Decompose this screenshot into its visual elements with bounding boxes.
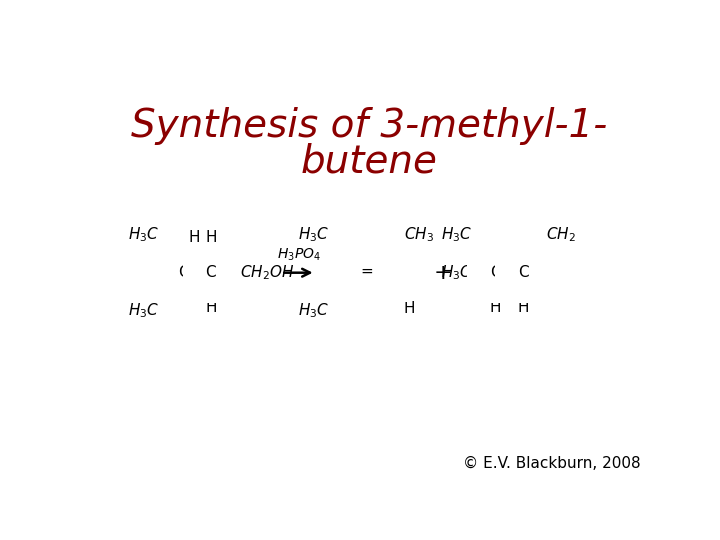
Text: butene: butene: [300, 142, 438, 180]
Text: $CH_2OH$: $CH_2OH$: [240, 264, 294, 282]
Text: $H_3C$: $H_3C$: [298, 226, 330, 244]
Text: $H_3C$: $H_3C$: [298, 301, 330, 320]
Text: C: C: [178, 265, 189, 280]
Text: H: H: [490, 300, 501, 315]
Text: $H_3C$: $H_3C$: [441, 264, 472, 282]
Text: $H_3C$: $H_3C$: [441, 226, 472, 244]
Text: C: C: [206, 265, 216, 280]
Text: $H_3C$: $H_3C$: [128, 226, 160, 244]
Text: C: C: [178, 265, 189, 280]
Text: $CH_2$: $CH_2$: [546, 226, 576, 244]
Text: $CH_3$: $CH_3$: [404, 226, 434, 244]
Text: H: H: [189, 230, 200, 245]
Text: C: C: [375, 264, 386, 279]
Text: H: H: [518, 300, 529, 315]
Text: =: =: [360, 264, 373, 279]
Text: Synthesis of 3-methyl-1-: Synthesis of 3-methyl-1-: [131, 107, 607, 145]
Text: $H_3PO_4$: $H_3PO_4$: [276, 247, 320, 264]
Text: H: H: [205, 230, 217, 245]
Text: C: C: [490, 265, 500, 280]
Text: C: C: [518, 265, 528, 280]
Text: © E.V. Blackburn, 2008: © E.V. Blackburn, 2008: [463, 456, 640, 471]
Text: $H_3C$: $H_3C$: [128, 301, 160, 320]
Text: +: +: [433, 262, 452, 283]
Text: C: C: [348, 264, 358, 279]
Text: H: H: [404, 301, 415, 316]
Text: H: H: [205, 300, 217, 315]
